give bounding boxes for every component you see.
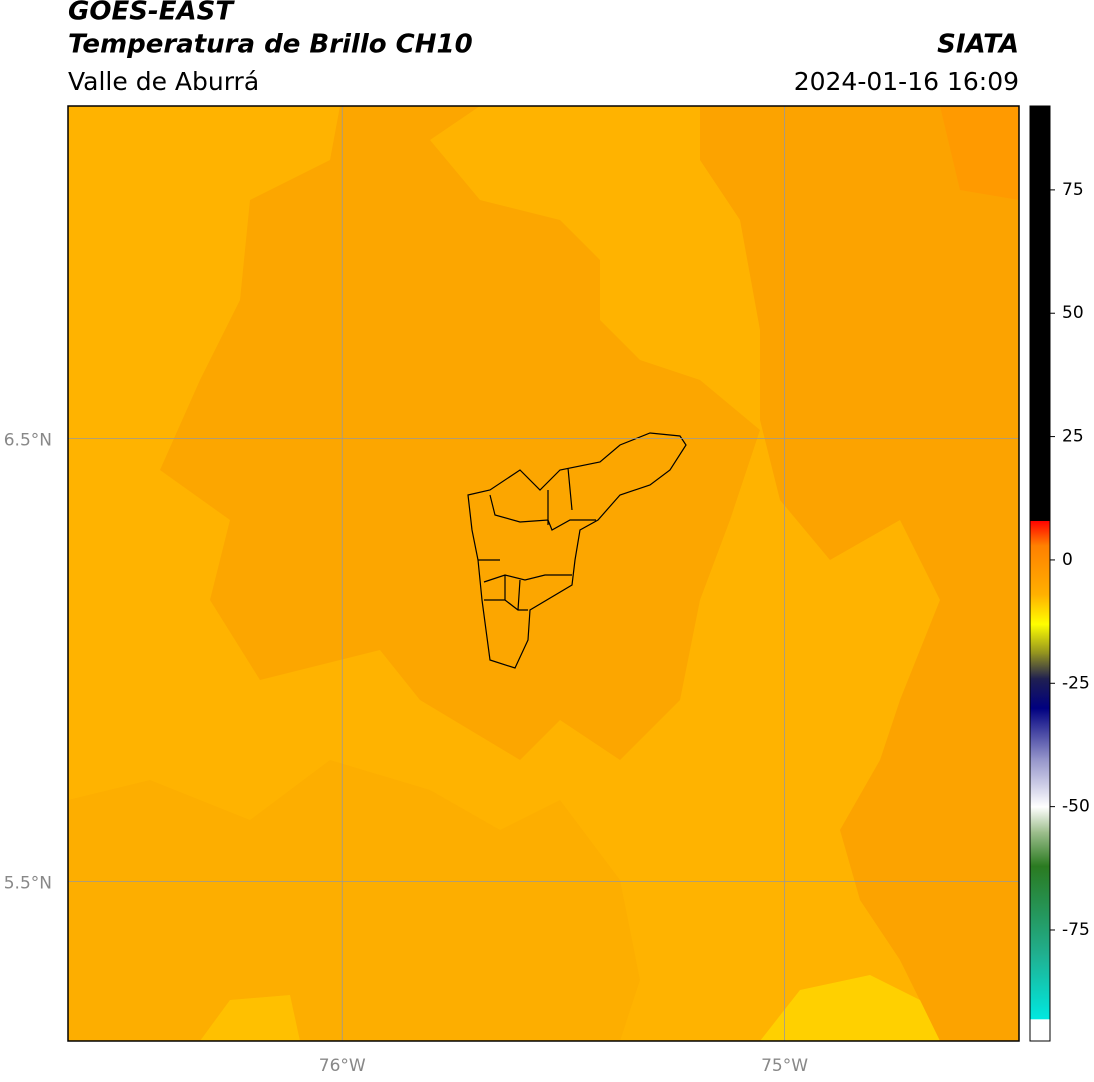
region: Valle de Aburrá [68,67,259,96]
colorbar: 75 50 25 0 -25 -50 -75 [1030,106,1090,1042]
warm-region [940,106,1019,200]
warm-region [700,106,1019,1041]
cool-region [200,995,300,1041]
warm-region [68,760,640,1041]
source: SIATA [937,30,1019,60]
colorbar-frame [1029,105,1051,1042]
colorbar-segment [1030,624,1050,655]
colorbar-segment [1030,520,1050,546]
subtitle: Temperatura de Brillo CH10 [68,30,473,60]
cool-region [760,975,940,1041]
colorbar-tick-label: 50 [1062,303,1084,323]
colorbar-tick-label: -75 [1062,920,1090,940]
colorbar-segment [1030,865,1050,956]
y-tick-label: 5.5°N [4,873,52,893]
y-tick-label: 6.5°N [4,430,52,450]
datetime: 2024-01-16 16:09 [794,67,1019,96]
colorbar-segment [1030,806,1050,832]
map-field [68,106,1019,1041]
colorbar-segment [1030,707,1050,758]
colorbar-segment [1030,594,1050,625]
colorbar-tick-label: 75 [1062,180,1084,200]
x-tick-label: 75°W [761,1056,808,1076]
colorbar-tick-label: 0 [1062,550,1073,570]
colorbar-segment [1030,757,1050,808]
map-frame [67,105,1020,1042]
colorbar-segment [1030,954,1050,1020]
municipality-boundaries [467,432,687,669]
grid [68,106,1019,1041]
colorbar-segment [1030,1018,1050,1042]
colorbar-tick-label: 25 [1062,427,1084,447]
warm-region [68,106,760,760]
colorbar-segment [1030,678,1050,709]
colorbar-tick-label: -50 [1062,797,1090,817]
colorbar-tick-label: -25 [1062,673,1090,693]
x-tick-label: 76°W [319,1056,366,1076]
title: GOES-EAST [68,0,235,27]
colorbar-segment [1030,831,1050,867]
colorbar-segment [1030,106,1050,521]
colorbar-segment [1030,653,1050,679]
colorbar-segment [1030,545,1050,595]
